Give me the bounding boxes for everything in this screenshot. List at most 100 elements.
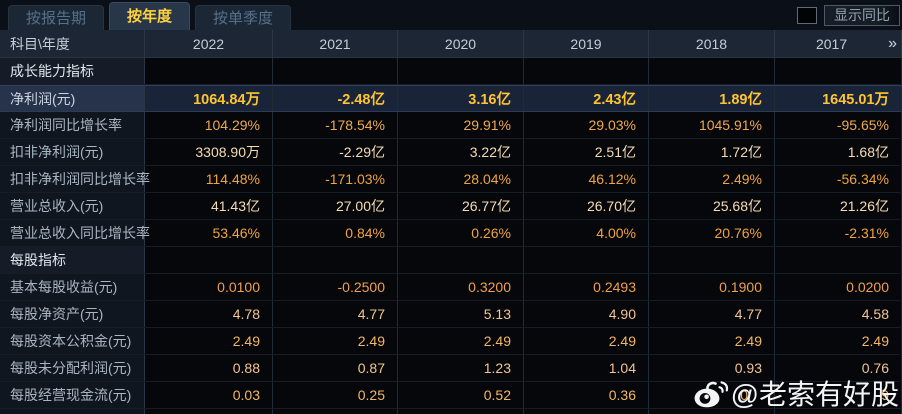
row-label: 净利润同比增长率 xyxy=(0,112,145,138)
more-years-icon[interactable]: » xyxy=(888,34,897,52)
row-label: 每股资本公积金(元) xyxy=(0,328,145,354)
row-label: 每股经营现金流(元) xyxy=(0,382,145,408)
clipped-value-cell xyxy=(649,409,775,414)
year-header-2020[interactable]: 2020 xyxy=(398,30,524,57)
table-row: 每股经营现金流(元) 0.03 0.25 0.52 0.36 0 9 xyxy=(0,382,902,409)
value-cell: 9 xyxy=(775,382,902,408)
value-cell: 3308.90万 xyxy=(145,139,273,165)
value-cell: 4.78 xyxy=(145,301,273,327)
year-header-2018[interactable]: 2018 xyxy=(649,30,775,57)
value-cell: 4.58 xyxy=(775,301,902,327)
value-cell: 4.77 xyxy=(273,301,398,327)
value-cell: 0.36 xyxy=(524,382,649,408)
value-cell xyxy=(775,58,902,84)
value-cell: 53.46% xyxy=(145,220,273,246)
table-row: 营业总收入(元) 41.43亿 27.00亿 26.77亿 26.70亿 25.68亿 21… xyxy=(0,193,902,220)
row-label: 营业总收入同比增长率 xyxy=(0,220,150,246)
value-cell: 0.84% xyxy=(273,220,398,246)
value-cell: 2.49 xyxy=(649,328,775,354)
value-cell xyxy=(398,247,524,273)
table-row: 净利润同比增长率 104.29% -178.54% 29.91% 29.03% 1045.… xyxy=(0,112,902,139)
value-cell: 4.00% xyxy=(524,220,649,246)
clipped-row-label xyxy=(0,409,145,414)
value-cell: 0.3200 xyxy=(398,274,524,300)
value-cell: 0.0200 xyxy=(775,274,902,300)
section-row: 成长能力指标 xyxy=(0,58,902,85)
table-row: 营业总收入同比增长率 53.46% 0.84% 0.26% 4.00% 20.76% -2.… xyxy=(0,220,902,247)
value-cell: 41.43亿 xyxy=(145,193,273,219)
value-cell: 46.12% xyxy=(524,166,649,192)
value-cell: 3.16亿 xyxy=(398,86,524,111)
clipped-value-cell xyxy=(145,409,273,414)
value-cell: -2.48亿 xyxy=(273,86,398,111)
value-cell: 0.2493 xyxy=(524,274,649,300)
value-cell: 0.88 xyxy=(145,355,273,381)
value-cell: 3.22亿 xyxy=(398,139,524,165)
value-cell: 4.77 xyxy=(649,301,775,327)
value-cell: 2.49 xyxy=(145,328,273,354)
value-cell xyxy=(524,58,649,84)
clipped-value-cell xyxy=(273,409,398,414)
row-label: 每股未分配利润(元) xyxy=(0,355,145,381)
value-cell: 4.90 xyxy=(524,301,649,327)
section-label: 每股指标 xyxy=(0,247,145,273)
value-cell xyxy=(145,58,273,84)
value-cell: 29.91% xyxy=(398,112,524,138)
value-cell: 104.29% xyxy=(145,112,273,138)
year-header-2017[interactable]: 2017 » xyxy=(775,30,902,57)
value-cell: 1645.01万 xyxy=(775,86,902,111)
tab-by-report-period[interactable]: 按报告期 xyxy=(8,5,105,30)
value-cell: 1064.84万 xyxy=(145,86,273,111)
value-cell: 2.49 xyxy=(273,328,398,354)
value-cell: 2.51亿 xyxy=(524,139,649,165)
value-cell: -95.65% xyxy=(775,112,902,138)
value-cell: -178.54% xyxy=(273,112,398,138)
value-cell: 0.93 xyxy=(649,355,775,381)
value-cell: 20.76% xyxy=(649,220,775,246)
value-cell: 0 xyxy=(649,382,775,408)
value-cell: 2.49 xyxy=(524,328,649,354)
value-cell: 114.48% xyxy=(145,166,273,192)
tab-by-year[interactable]: 按年度 xyxy=(109,2,191,30)
value-cell: 1.68亿 xyxy=(775,139,902,165)
show-yoy-checkbox[interactable] xyxy=(797,7,817,24)
year-label: 2017 xyxy=(815,35,848,52)
section-row: 每股指标 xyxy=(0,247,902,274)
value-cell: 0.03 xyxy=(145,382,273,408)
row-label: 扣非净利润同比增长率 xyxy=(0,166,150,192)
year-header-2019[interactable]: 2019 xyxy=(524,30,649,57)
value-cell: -2.29亿 xyxy=(273,139,398,165)
value-cell: 2.49 xyxy=(398,328,524,354)
value-cell: 26.77亿 xyxy=(398,193,524,219)
row-label: 每股净资产(元) xyxy=(0,301,145,327)
value-cell xyxy=(273,247,398,273)
period-tabbar: 按报告期 按年度 按单季度 显示同比 xyxy=(0,0,902,30)
value-cell: 29.03% xyxy=(524,112,649,138)
corner-header-cell: 科目\年度 xyxy=(0,30,145,57)
value-cell: 27.00亿 xyxy=(273,193,398,219)
value-cell xyxy=(524,247,649,273)
clipped-value-cell xyxy=(524,409,649,414)
table-row: 净利润(元) 1064.84万 -2.48亿 3.16亿 2.43亿 1.89亿 1645.… xyxy=(0,85,902,112)
value-cell: 1045.91% xyxy=(649,112,775,138)
value-cell: 28.04% xyxy=(398,166,524,192)
year-header-2022[interactable]: 2022 xyxy=(145,30,273,57)
value-cell: -56.34% xyxy=(775,166,902,192)
value-cell: 0.0100 xyxy=(145,274,273,300)
table-row: 扣非净利润同比增长率 114.48% -171.03% 28.04% 46.12% 2.4… xyxy=(0,166,902,193)
value-cell: 0.76 xyxy=(775,355,902,381)
table-row: 每股资本公积金(元) 2.49 2.49 2.49 2.49 2.49 2.49 xyxy=(0,328,902,355)
value-cell: 1.89亿 xyxy=(649,86,775,111)
value-cell: -171.03% xyxy=(273,166,398,192)
value-cell xyxy=(273,58,398,84)
table-row: 基本每股收益(元) 0.0100 -0.2500 0.3200 0.2493 0.1900… xyxy=(0,274,902,301)
value-cell: 0.52 xyxy=(398,382,524,408)
table-row: 扣非净利润(元) 3308.90万 -2.29亿 3.22亿 2.51亿 1.72亿 1.6… xyxy=(0,139,902,166)
year-header-2021[interactable]: 2021 xyxy=(273,30,398,57)
tab-by-quarter[interactable]: 按单季度 xyxy=(195,5,292,30)
clipped-value-cell xyxy=(398,409,524,414)
show-yoy-label[interactable]: 显示同比 xyxy=(824,5,900,26)
value-cell: 1.72亿 xyxy=(649,139,775,165)
financial-table: 科目\年度 2022 2021 2020 2019 2018 2017 » 成长能力指标 净利润(… xyxy=(0,30,902,414)
